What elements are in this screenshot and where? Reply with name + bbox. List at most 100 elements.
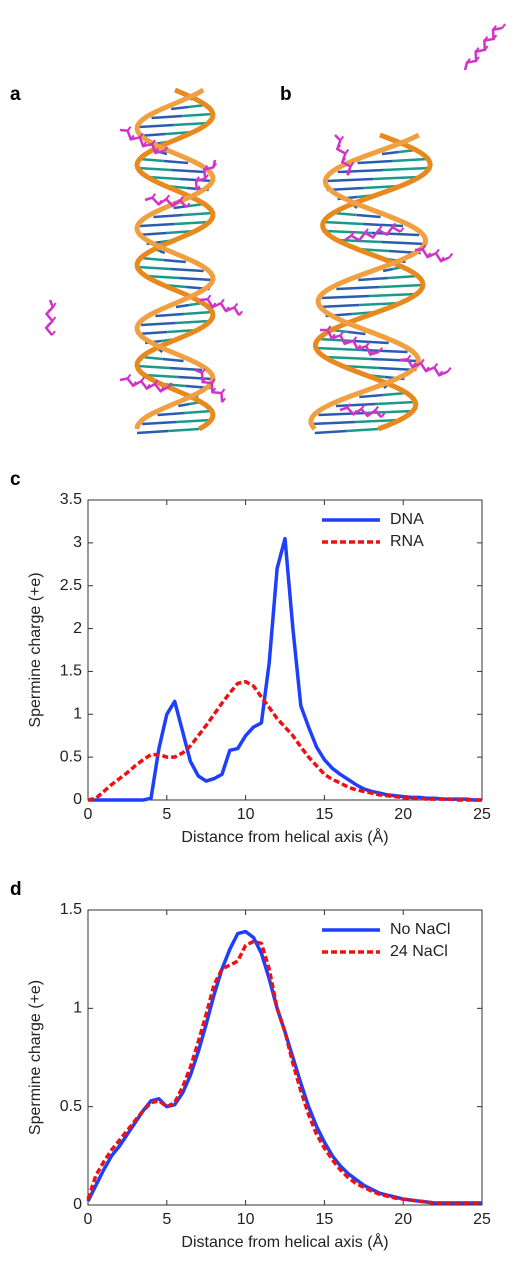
base-pair	[387, 274, 418, 280]
data-line	[86, 939, 482, 1205]
y-tick-label: 2.5	[60, 577, 82, 594]
spermine	[334, 134, 353, 176]
data-line	[86, 929, 482, 1205]
spermine	[119, 377, 170, 393]
panel-label: a	[10, 84, 21, 105]
base-pair	[355, 418, 400, 424]
base-pair	[383, 385, 388, 389]
y-tick-label: 0.5	[60, 1098, 82, 1115]
spermine	[194, 159, 217, 191]
base-pair	[369, 292, 417, 298]
spermine	[320, 328, 380, 357]
legend-label: RNA	[390, 533, 424, 550]
base-pair	[314, 429, 347, 435]
base-pair	[158, 348, 164, 354]
base-pair	[178, 375, 213, 381]
y-tick-label: 1.5	[60, 663, 82, 680]
x-tick-label: 10	[237, 1211, 255, 1228]
y-tick-label: 3	[73, 534, 82, 551]
plot-frame	[87, 909, 483, 1206]
x-tick-label: 15	[316, 806, 334, 823]
y-tick-label: 1.5	[60, 901, 82, 918]
base-pair	[163, 258, 186, 264]
base-pair	[139, 123, 174, 129]
base-pair	[159, 249, 166, 255]
spermine	[119, 128, 165, 155]
data-line	[88, 536, 482, 802]
x-tick-label: 0	[84, 806, 93, 823]
x-tick-label: 5	[162, 806, 171, 823]
spermine	[44, 299, 55, 336]
base-pair	[139, 157, 164, 163]
backbone	[312, 132, 433, 432]
y-tick-label: 2	[73, 620, 82, 637]
spermine-branch	[399, 227, 405, 233]
x-tick-label: 5	[162, 1211, 171, 1228]
base-pair	[363, 222, 403, 228]
base-pair	[379, 283, 424, 289]
base-pair	[179, 276, 213, 282]
base-pair	[151, 114, 183, 120]
base-pair	[310, 420, 356, 426]
base-pair	[318, 303, 360, 309]
base-pair	[346, 427, 379, 433]
x-tick-label: 20	[394, 806, 412, 823]
x-tick-label: 15	[316, 1211, 334, 1228]
base-pair	[182, 211, 213, 217]
base-pair	[168, 427, 200, 433]
base-pair	[145, 274, 180, 280]
spermine-branch	[167, 382, 173, 388]
base-pair	[323, 220, 364, 226]
base-pair	[155, 312, 184, 318]
y-tick-label: 1	[73, 1000, 82, 1017]
base-pair	[174, 220, 210, 226]
spermine-branch	[501, 23, 506, 29]
y-tick-label: 0.5	[60, 748, 82, 765]
data-line	[87, 679, 482, 802]
base-pair	[157, 411, 185, 417]
spermine-branch	[378, 347, 383, 353]
base-pair	[324, 355, 372, 361]
base-pair	[178, 402, 190, 408]
spermine	[463, 26, 503, 71]
backbone	[308, 132, 429, 431]
spermine	[414, 247, 450, 263]
base-pair	[137, 166, 172, 172]
spermine	[344, 225, 402, 242]
base-pair	[153, 213, 184, 219]
base-pair	[144, 373, 179, 379]
base-pair	[371, 357, 418, 363]
spermine-branch	[163, 146, 169, 152]
base-pair	[373, 175, 420, 181]
x-axis-label: Distance from helical axis (Å)	[181, 1232, 388, 1251]
base-pair	[337, 168, 384, 174]
base-pair	[356, 213, 381, 219]
base-pair	[321, 294, 370, 300]
y-axis-label: Spermine charge (+e)	[27, 572, 44, 727]
y-tick-label: 0	[73, 1196, 82, 1213]
base-pair	[353, 339, 389, 345]
spermine	[199, 297, 241, 316]
base-pair	[359, 393, 384, 399]
panel-label: b	[280, 84, 292, 105]
base-pair	[318, 337, 354, 343]
base-pair	[382, 267, 394, 273]
base-pair	[348, 330, 366, 336]
base-pair	[136, 364, 170, 370]
base-pair	[335, 402, 376, 408]
spermine-branch	[446, 367, 452, 373]
legend-label: No NaCl	[390, 921, 450, 938]
base-pair	[326, 177, 374, 183]
base-pair	[163, 159, 189, 165]
y-tick-label: 1	[73, 706, 82, 723]
base-pair	[375, 400, 416, 406]
base-pair	[162, 357, 184, 363]
base-pair	[383, 166, 430, 172]
base-pair	[175, 303, 190, 309]
spermine	[194, 368, 224, 403]
base-pair	[336, 285, 380, 291]
base-pair	[170, 267, 204, 273]
base-pair	[171, 168, 206, 174]
base-pair	[173, 121, 209, 127]
